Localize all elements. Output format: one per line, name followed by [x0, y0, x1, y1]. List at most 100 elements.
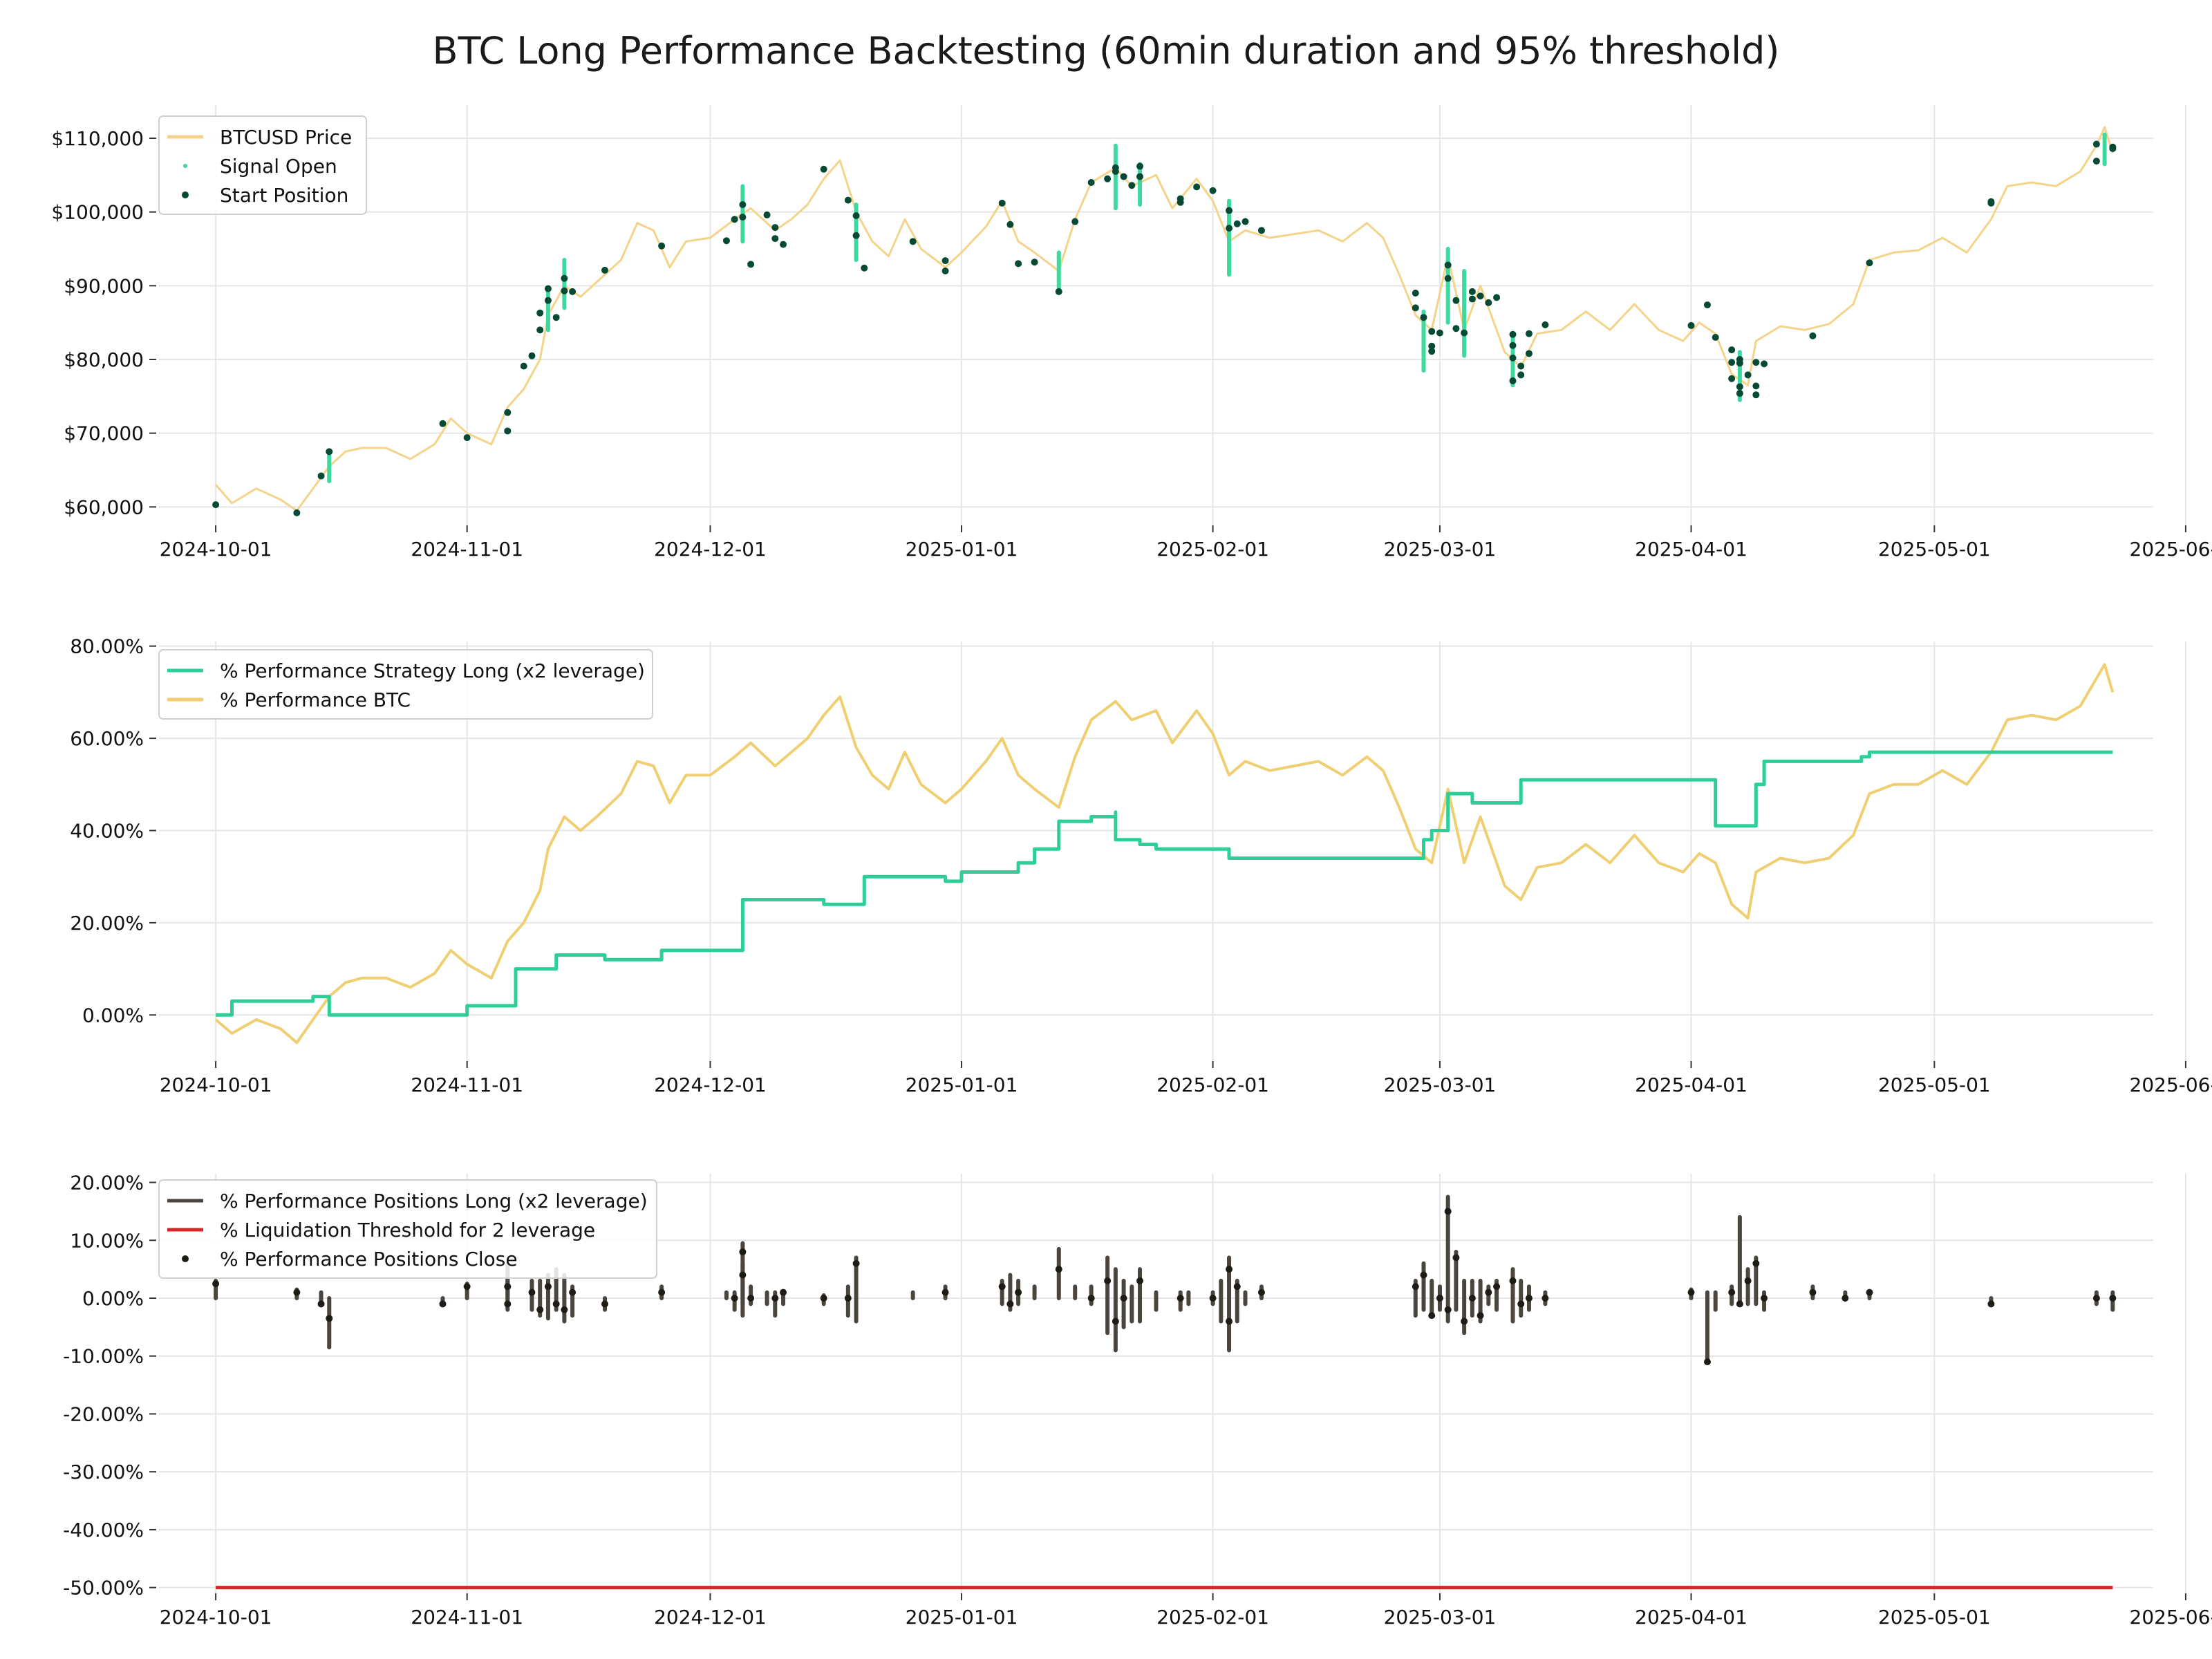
legend-marker	[183, 164, 187, 168]
data-point	[1006, 1300, 1014, 1308]
data-point	[1177, 195, 1184, 203]
data-point	[1752, 359, 1760, 366]
data-point	[780, 241, 787, 248]
data-point	[1752, 391, 1760, 399]
x-tick-label: 2025-06-01	[2130, 538, 2212, 561]
legend-label: % Performance BTC	[220, 688, 411, 711]
series-performance-positions-close	[212, 1208, 2117, 1366]
x-tick-label: 2025-05-01	[1878, 1074, 1991, 1096]
data-point	[504, 427, 512, 435]
data-point	[909, 238, 917, 245]
data-point	[1509, 341, 1517, 349]
x-tick-label: 2024-10-01	[160, 1606, 272, 1629]
data-point	[1987, 198, 1995, 205]
data-point	[1461, 1318, 1468, 1325]
y-tick-label: -30.00%	[63, 1461, 144, 1483]
data-point	[504, 1283, 512, 1291]
y-tick-label: -50.00%	[63, 1577, 144, 1600]
data-point	[439, 1300, 447, 1308]
data-point	[1712, 334, 1719, 341]
data-point	[658, 1288, 666, 1296]
data-point	[1104, 1277, 1112, 1284]
data-point	[1728, 375, 1736, 382]
data-point	[747, 261, 755, 268]
data-point	[1128, 182, 1136, 189]
x-tick-label: 2025-03-01	[1384, 1074, 1497, 1096]
data-point	[293, 509, 301, 516]
x-tick-label: 2025-04-01	[1635, 538, 1747, 561]
data-point	[1428, 342, 1436, 350]
data-point	[561, 287, 568, 294]
legend-label: % Performance Strategy Long (x2 leverage…	[220, 659, 645, 682]
y-tick-label: $90,000	[64, 274, 144, 297]
data-point	[731, 1295, 738, 1302]
series-performance-strategy-long-x2-leverage	[216, 750, 2113, 1017]
y-tick-label: 60.00%	[70, 727, 144, 750]
legend-box	[158, 1179, 657, 1279]
data-point	[1104, 175, 1112, 182]
y-tick-label: 0.00%	[82, 1004, 144, 1027]
data-point	[852, 1259, 860, 1267]
data-point	[844, 196, 852, 204]
data-point	[771, 235, 779, 243]
series-signal-open	[327, 132, 2107, 483]
data-point	[820, 1295, 827, 1302]
data-point	[1226, 1318, 1233, 1325]
data-point	[1728, 1288, 1736, 1296]
data-point	[1136, 162, 1144, 170]
y-tick-label: 10.00%	[70, 1229, 144, 1252]
data-point	[528, 352, 536, 359]
data-point	[1444, 1306, 1452, 1313]
data-point	[552, 1300, 560, 1308]
series-start-position	[212, 140, 2117, 516]
data-point	[1428, 328, 1436, 335]
data-point	[1257, 1288, 1265, 1296]
data-point	[1468, 288, 1476, 295]
data-point	[1241, 218, 1249, 225]
data-point	[1120, 1295, 1127, 1302]
data-point	[852, 212, 860, 219]
data-point	[601, 266, 609, 274]
chart-panel-3: 2024-10-01 2024-11-01 2024-12-01 2025-01-01…	[63, 1172, 2212, 1629]
data-point	[1412, 304, 1419, 312]
data-point	[536, 326, 544, 334]
data-point	[1477, 1312, 1484, 1320]
data-point	[212, 501, 220, 509]
data-point	[780, 1288, 787, 1296]
data-point	[861, 264, 868, 272]
data-point	[1728, 346, 1736, 354]
data-point	[1744, 371, 1752, 379]
y-tick-label: 0.00%	[82, 1287, 144, 1310]
data-point	[2092, 1295, 2100, 1302]
x-tick-label: 2024-12-01	[654, 1074, 767, 1096]
x-tick-label: 2025-02-01	[1156, 538, 1269, 561]
data-point	[1461, 329, 1468, 337]
y-tick-label: 80.00%	[70, 635, 144, 658]
data-point	[747, 1295, 755, 1302]
data-point	[1728, 359, 1736, 366]
data-point	[1420, 314, 1427, 321]
x-tick-label: 2024-11-01	[411, 1074, 523, 1096]
chart-panel-1: 2024-10-01 2024-11-01 2024-12-01 2025-01-01…	[51, 105, 2212, 561]
data-point	[212, 1280, 220, 1288]
data-point	[771, 224, 779, 232]
data-point	[1136, 1277, 1144, 1284]
data-point	[739, 1248, 747, 1256]
x-tick-label: 2025-05-01	[1878, 538, 1991, 561]
data-point	[536, 309, 544, 317]
x-tick-label: 2025-02-01	[1156, 1074, 1269, 1096]
legend-marker	[182, 1255, 189, 1262]
data-point	[1015, 1288, 1022, 1296]
data-point	[528, 1288, 536, 1296]
data-point	[1120, 173, 1127, 180]
data-point	[1193, 183, 1201, 191]
data-point	[1485, 299, 1492, 306]
data-point	[1687, 1288, 1695, 1296]
x-tick-label: 2025-01-01	[906, 1606, 1018, 1629]
y-tick-label: -20.00%	[63, 1403, 144, 1425]
series-btcusd-price	[214, 126, 2114, 512]
x-tick-label: 2025-06-01	[2130, 1606, 2212, 1629]
x-tick-label: 2024-12-01	[654, 1606, 767, 1629]
legend: % Performance Strategy Long (x2 leverage…	[158, 649, 653, 720]
